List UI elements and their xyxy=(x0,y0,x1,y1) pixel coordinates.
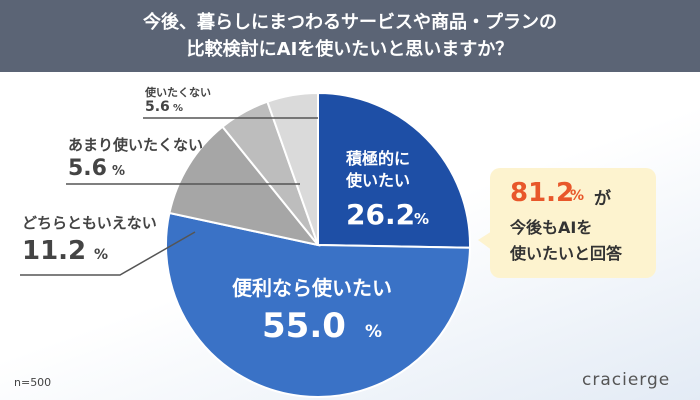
value-label: 5.6 xyxy=(68,156,107,181)
category-label: 便利なら使いたい xyxy=(232,276,392,300)
callout-value: 81.2 xyxy=(510,178,575,208)
leader-line xyxy=(20,231,196,276)
sample-note: n=500 xyxy=(14,376,52,389)
callout-unit: % xyxy=(570,188,585,204)
callout-suffix: が xyxy=(594,189,611,209)
pie-slice xyxy=(165,211,471,398)
value-unit: % xyxy=(112,164,126,179)
value-label: 26.2 xyxy=(346,198,416,231)
category-label: 使いたくない xyxy=(145,86,211,99)
title: 今後、暮らしにまつわるサービスや商品・プランの 比較検討にAIを使いたいと思いま… xyxy=(0,0,700,72)
pie-slice xyxy=(317,91,471,249)
value-label: 5.6 xyxy=(145,99,170,115)
brand: cracierge xyxy=(582,370,671,390)
value-label: 55.0 xyxy=(262,306,346,346)
pie-slice xyxy=(168,125,321,247)
callout-line: 使いたいと回答 xyxy=(510,244,623,263)
value-label: 11.2 xyxy=(22,236,87,266)
category-label: 積極的に 使いたい xyxy=(346,149,411,190)
pie-slice xyxy=(266,91,319,246)
category-label: あまり使いたくない xyxy=(68,136,204,154)
value-unit: % xyxy=(414,210,430,228)
value-unit: % xyxy=(94,247,109,263)
value-unit: % xyxy=(365,322,383,342)
category-label: どちらともいえない xyxy=(22,214,157,232)
callout: 81.2 % が 今後もAIを 使いたいと回答 xyxy=(490,168,656,278)
callout-line: 今後もAIを xyxy=(510,218,593,237)
value-unit: % xyxy=(173,103,184,114)
